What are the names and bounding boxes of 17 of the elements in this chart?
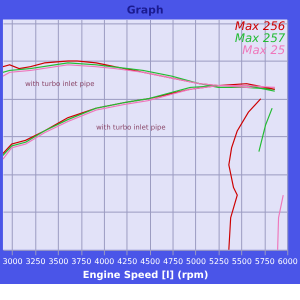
x-tick-label: 5000 [186, 257, 206, 266]
text: Max 257 [234, 31, 286, 45]
x-tick-label: 5500 [232, 257, 252, 266]
x-tick-label: 4500 [140, 257, 160, 266]
x-tick-label: 3000 [2, 257, 23, 266]
text: Max 256 [234, 19, 286, 34]
x-tick-label: 3500 [48, 257, 68, 266]
x-axis-title: Engine Speed [l] (rpm) [82, 270, 208, 281]
chart-title: Graph [126, 4, 164, 17]
x-tick-label: 3250 [26, 257, 46, 266]
x-tick-label: 5250 [208, 257, 229, 266]
x-tick-label: 3750 [71, 257, 92, 266]
x-tick-label: 4250 [117, 257, 138, 266]
x-tick-label: 6000 [278, 257, 298, 266]
x-tick-label: 4000 [94, 257, 114, 266]
x-tick-label: 5750 [254, 257, 275, 266]
x-tick-label: 4750 [163, 257, 184, 266]
